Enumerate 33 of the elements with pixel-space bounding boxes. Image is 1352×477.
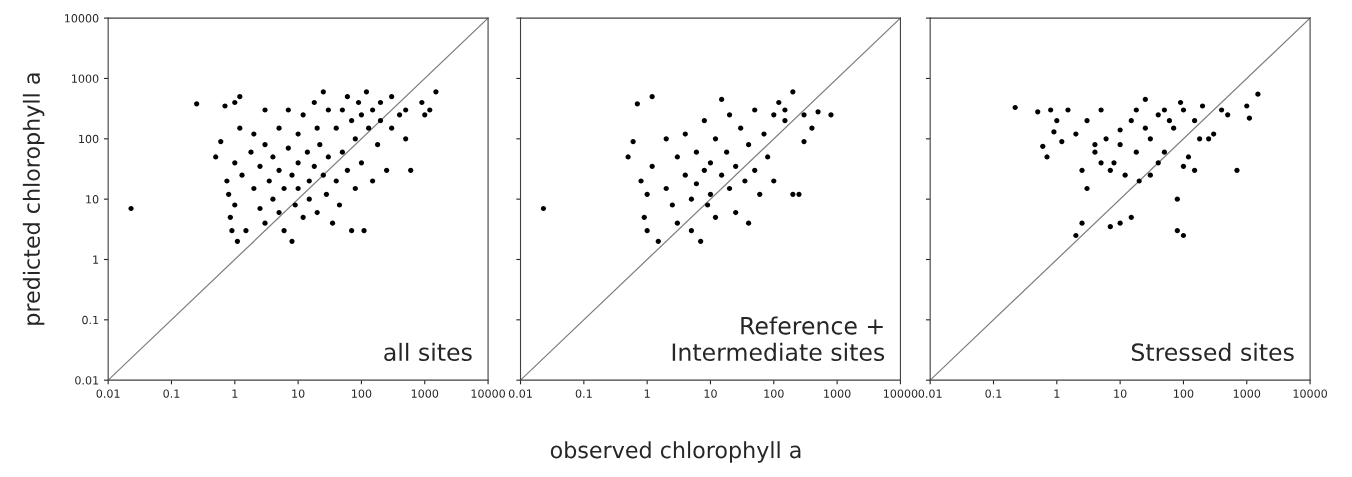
x-tick-label: 0.1	[575, 389, 592, 398]
x-tick-label: 10000	[1293, 389, 1328, 398]
annotation: Stressed sites	[1131, 342, 1294, 362]
x-tick-label: 1000	[1233, 389, 1261, 398]
x-tick-label: 0.1	[985, 389, 1002, 398]
x-tick-label: 10	[1114, 389, 1127, 398]
y-tick-label: 100	[79, 134, 99, 144]
y-tick-label: 10	[86, 195, 99, 204]
x-tick-label: 1000	[411, 389, 439, 398]
x-tick-label: 100	[352, 389, 372, 398]
y-tick-label: 0.01	[75, 376, 99, 385]
y-axis-title: predicted chlorophyll a	[22, 73, 45, 325]
x-tick-label: 1	[1054, 389, 1060, 398]
annotation: Reference + Intermediate sites	[672, 316, 885, 362]
y-tick-label: 1000	[72, 74, 99, 83]
x-tick-label: 10000	[883, 389, 918, 398]
x-tick-label: 1	[232, 389, 238, 398]
x-tick-label: 0.01	[96, 389, 120, 398]
x-tick-label: 100	[764, 389, 784, 398]
x-tick-label: 100	[1174, 389, 1194, 398]
x-tick-label: 0.1	[163, 389, 180, 398]
x-axis-title: observed chlorophyll a	[550, 441, 801, 463]
x-tick-label: 10	[292, 389, 305, 398]
x-tick-label: 0.01	[918, 389, 942, 398]
annotation: all sites	[384, 342, 472, 362]
y-tick-label: 1	[93, 255, 99, 264]
y-tick-label: 10000	[65, 14, 99, 23]
x-tick-label: 10000	[471, 389, 506, 398]
x-tick-label: 10	[704, 389, 717, 398]
y-tick-label: 0.1	[82, 315, 99, 325]
x-tick-label: 0.01	[508, 389, 532, 398]
x-tick-label: 1000	[824, 389, 851, 398]
x-tick-label: 1	[644, 389, 650, 398]
